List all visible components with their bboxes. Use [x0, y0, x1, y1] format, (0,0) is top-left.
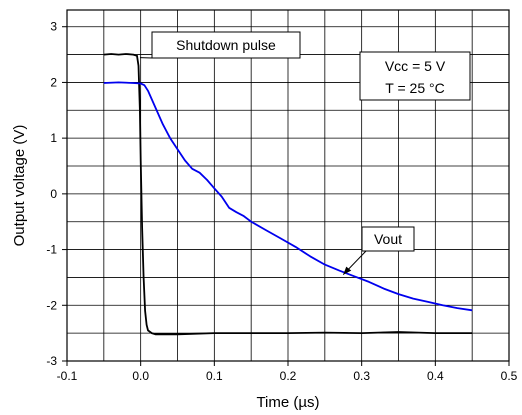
y-tick-label: 2 [50, 75, 57, 89]
x-tick-label: 0.0 [132, 369, 149, 383]
y-tick-label: 0 [50, 187, 57, 201]
y-tick-label: -2 [46, 298, 57, 312]
y-axis-title: Output voltage (V) [11, 125, 28, 247]
y-tick-label: -3 [46, 354, 57, 368]
info-vcc: Vcc = 5 V [385, 58, 446, 74]
x-tick-label: 0.1 [206, 369, 223, 383]
x-tick-label: 0.5 [501, 369, 518, 383]
annotation-vout-label: Vout [374, 231, 402, 247]
x-tick-label: 0.2 [280, 369, 297, 383]
annotation-shutdown-label: Shutdown pulse [176, 37, 276, 53]
x-axis-title: Time (µs) [256, 394, 319, 411]
info-temp: T = 25 °C [385, 80, 444, 96]
x-tick-label: -0.1 [57, 369, 78, 383]
y-tick-label: -1 [46, 243, 57, 257]
x-tick-label: 0.4 [427, 369, 444, 383]
y-tick-label: 3 [50, 20, 57, 34]
y-tick-label: 1 [50, 131, 57, 145]
info-box: Vcc = 5 V T = 25 °C [360, 52, 470, 100]
x-tick-label: 0.3 [353, 369, 370, 383]
